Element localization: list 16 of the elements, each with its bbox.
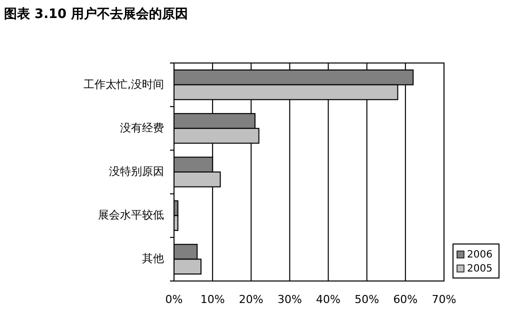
y-tick-label: 工作太忙,没时间 — [84, 78, 164, 91]
x-tick-label: 20% — [238, 293, 264, 306]
y-tick-label: 没有经费 — [120, 121, 164, 134]
y-tick-label: 没特别原因 — [109, 165, 164, 178]
y-tick-label: 展会水平较低 — [98, 208, 164, 222]
x-tick-label: 60% — [393, 293, 418, 306]
x-tick-label: 50% — [354, 293, 380, 306]
x-tick-label: 30% — [277, 293, 302, 306]
x-tick-label: 40% — [316, 293, 341, 306]
legend-label: 2005 — [467, 264, 492, 275]
x-tick-label: 70% — [432, 293, 456, 306]
legend-label: 2006 — [467, 250, 492, 261]
y-tick-label: 其他 — [142, 252, 164, 266]
x-tick-label: 0% — [165, 293, 183, 306]
x-tick-label: 10% — [200, 293, 225, 306]
chart-title: 图表 3.10 用户不去展会的原因 — [4, 6, 188, 22]
